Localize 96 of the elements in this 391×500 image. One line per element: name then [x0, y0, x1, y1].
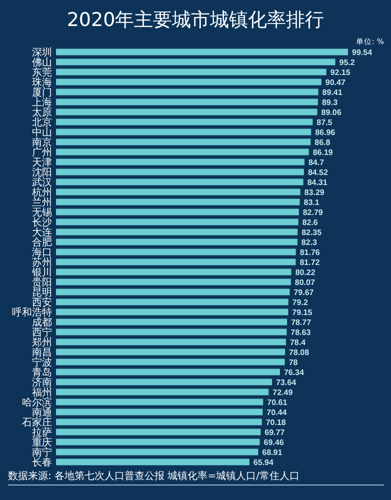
data-label: 79.2 [292, 298, 308, 307]
data-label: 82.35 [302, 228, 322, 237]
data-label: 86.96 [315, 128, 336, 137]
data-label: 78.63 [290, 328, 312, 337]
data-label: 89.41 [322, 88, 343, 97]
bar [56, 418, 262, 426]
data-label: 78.77 [291, 318, 312, 327]
data-label: 84.31 [307, 178, 328, 187]
y-tick-label: 大连 [32, 226, 52, 239]
bar [56, 458, 250, 466]
data-label: 78 [288, 358, 298, 367]
bar [56, 308, 288, 316]
data-label: 95.2 [339, 58, 356, 67]
bar [56, 188, 300, 196]
data-label: 87.5 [316, 118, 333, 127]
y-tick-label: 贵阳 [32, 276, 52, 289]
data-label: 82.6 [302, 218, 318, 227]
y-tick-label: 合肥 [32, 236, 52, 249]
data-label: 99.54 [352, 48, 373, 57]
data-label: 81.72 [300, 258, 320, 267]
bar [56, 408, 263, 416]
bar [56, 328, 287, 336]
bar [56, 428, 261, 436]
bar [56, 438, 260, 446]
bar [56, 78, 322, 86]
bar [56, 358, 285, 366]
data-label: 92.15 [330, 68, 351, 77]
bar [56, 68, 326, 76]
data-label: 84.52 [308, 168, 329, 177]
data-label: 73.64 [276, 378, 297, 387]
data-label: 78.4 [290, 338, 306, 347]
bar [56, 158, 304, 166]
bar [56, 128, 312, 136]
y-tick-label: 厦门 [32, 86, 52, 99]
data-label: 72.49 [272, 388, 294, 397]
y-tick-label: 兰州 [32, 196, 52, 209]
data-label: 89.3 [322, 98, 338, 107]
bar [56, 298, 288, 306]
bar [56, 318, 288, 326]
data-label: 83.29 [304, 188, 325, 197]
chart-title: 2020年主要城市城镇化率排行 [66, 9, 324, 31]
data-label: 76.34 [284, 368, 305, 377]
data-label: 83.1 [304, 198, 320, 207]
bar [56, 368, 280, 376]
bar [56, 148, 309, 156]
data-label: 82.79 [302, 208, 324, 217]
bar [56, 108, 318, 116]
data-label: 82.3 [301, 238, 318, 247]
bar [56, 138, 311, 146]
data-label: 80.07 [294, 278, 316, 287]
y-tick-label: 长春 [32, 456, 52, 469]
y-tick-label: 深圳 [32, 46, 52, 59]
data-label: 78.08 [289, 348, 310, 357]
data-label: 90.47 [325, 78, 346, 87]
data-label: 70.61 [267, 398, 288, 407]
bar [56, 228, 298, 236]
bar [56, 98, 318, 106]
bar [56, 178, 304, 186]
bar [56, 48, 348, 56]
bar [56, 118, 313, 126]
bar [56, 198, 300, 206]
bar [56, 288, 290, 296]
source-note: 数据来源: 各地第七次人口普查公报 城镇化率=城镇人口/常住人口 [8, 470, 300, 482]
bar [56, 388, 269, 396]
data-label: 68.91 [262, 448, 283, 457]
bar [56, 88, 318, 96]
data-label: 70.18 [266, 418, 286, 427]
bar [56, 208, 299, 216]
data-label: 65.94 [253, 458, 274, 467]
data-label: 69.77 [264, 428, 286, 437]
bar [56, 258, 296, 266]
bar [56, 378, 272, 386]
bar [56, 218, 298, 226]
y-tick-label: 上海 [32, 96, 52, 109]
data-label: 70.44 [266, 408, 288, 417]
data-label: 79.15 [292, 308, 313, 317]
data-label: 84.7 [308, 158, 325, 167]
bar [56, 248, 296, 256]
y-tick-label: 长沙 [32, 216, 52, 229]
bar [56, 398, 264, 406]
bar [56, 58, 336, 66]
bar [56, 448, 258, 456]
data-label: 86.19 [312, 148, 334, 157]
bar [56, 238, 298, 246]
bar [56, 278, 291, 286]
bar [56, 348, 286, 356]
bar [56, 268, 292, 276]
data-label: 81.76 [300, 248, 320, 257]
data-label: 79.67 [294, 288, 314, 297]
data-label: 80.22 [295, 268, 316, 277]
y-tick-label: 北京 [32, 116, 52, 129]
bar [56, 338, 286, 346]
data-label: 86.8 [314, 138, 331, 147]
bar [56, 168, 304, 176]
data-label: 69.46 [264, 438, 284, 447]
data-label: 89.06 [321, 108, 342, 117]
